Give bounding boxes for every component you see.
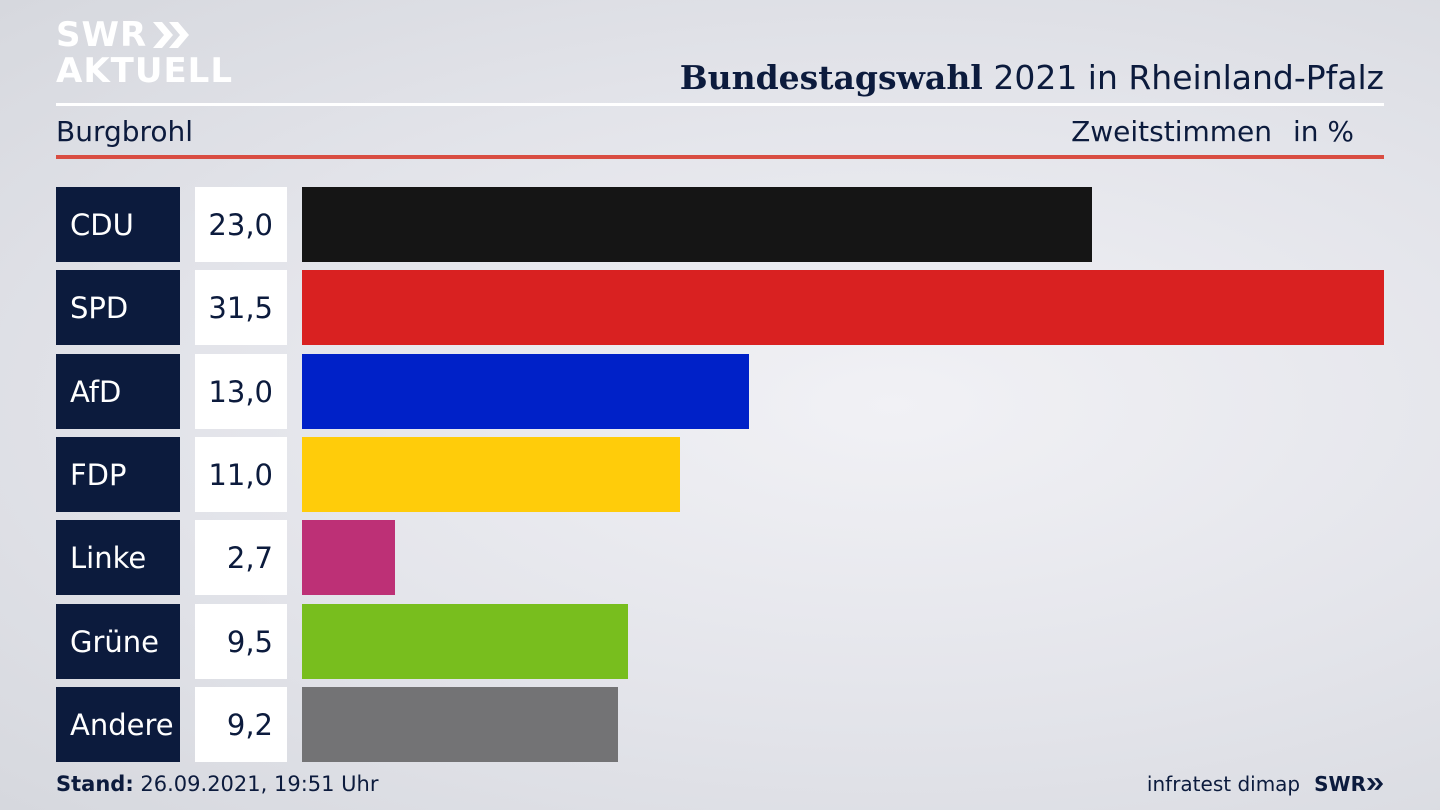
chart-subtitle: Burgbrohl [56, 115, 194, 148]
bar-afd [302, 354, 749, 429]
double-chevron-icon [1366, 778, 1384, 790]
timestamp: Stand: 26.09.2021, 19:51 Uhr [56, 772, 379, 796]
chart-title-bold: Bundestagswahl [679, 58, 983, 97]
party-label-spd: SPD [56, 270, 180, 345]
bar-fdp [302, 437, 680, 512]
footer-brand-text: SWR [1314, 772, 1366, 796]
value-label-linke: 2,7 [195, 520, 287, 595]
party-label-linke: Linke [56, 520, 180, 595]
value-label-spd: 31,5 [195, 270, 287, 345]
accent-divider [56, 155, 1384, 159]
logo-swr-text: SWR [56, 15, 148, 55]
timestamp-label: Stand: [56, 772, 134, 796]
timestamp-value: 26.09.2021, 19:51 Uhr [133, 772, 379, 796]
swr-aktuell-logo: SWR AKTUELL [56, 18, 233, 88]
bar-spd [302, 270, 1384, 345]
bar-linke [302, 520, 395, 595]
value-label-grne: 9,5 [195, 604, 287, 679]
bar-grne [302, 604, 628, 679]
value-label-fdp: 11,0 [195, 437, 287, 512]
value-label-cdu: 23,0 [195, 187, 287, 262]
chart-title-rest: 2021 in Rheinland-Pfalz [982, 58, 1384, 97]
unit-label: in % [1292, 115, 1354, 148]
party-label-grne: Grüne [56, 604, 180, 679]
value-label-andere: 9,2 [195, 687, 287, 762]
party-label-afd: AfD [56, 354, 180, 429]
value-label-afd: 13,0 [195, 354, 287, 429]
double-chevron-icon [153, 22, 190, 48]
chart-title: Bundestagswahl 2021 in Rheinland-Pfalz [680, 58, 1384, 97]
header-divider [56, 103, 1384, 106]
source-credits: infratest dimap SWR [1147, 772, 1384, 796]
footer-brand: SWR [1314, 772, 1384, 796]
party-label-fdp: FDP [56, 437, 180, 512]
metric-label: Zweitstimmen [1071, 115, 1272, 148]
bar-cdu [302, 187, 1092, 262]
source-label: infratest dimap [1146, 772, 1301, 796]
logo-aktuell-text: AKTUELL [56, 51, 234, 91]
party-label-cdu: CDU [56, 187, 180, 262]
party-label-andere: Andere [56, 687, 180, 762]
bar-andere [302, 687, 618, 762]
